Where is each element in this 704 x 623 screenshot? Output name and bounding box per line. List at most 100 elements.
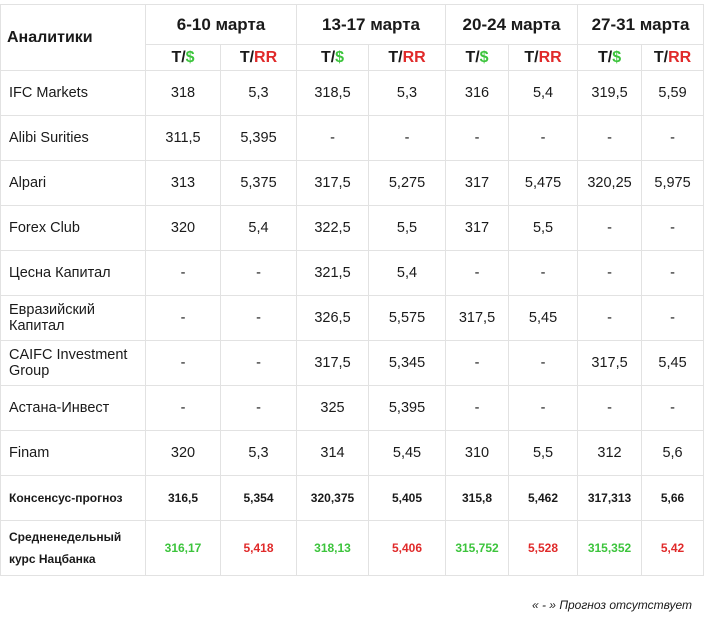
analyst-name: Alpari: [0, 160, 146, 206]
table-row: Alibi Surities 311,5 5,395 - - - - - -: [0, 115, 704, 161]
header-t-label: T/: [239, 48, 255, 66]
cell-value: -: [145, 340, 221, 386]
rr-label: RR: [402, 48, 426, 66]
table-row: Цесна Капитал - - 321,5 5,4 - - - -: [0, 250, 704, 296]
header-t-rr: T/RR: [508, 44, 579, 71]
national-bank-rr: 5,528: [508, 520, 579, 576]
consensus-value: 317,313: [577, 475, 643, 521]
cell-value: 5,3: [220, 70, 297, 116]
cell-value: -: [220, 340, 297, 386]
cell-value: -: [577, 250, 643, 296]
cell-value: -: [145, 250, 221, 296]
cell-value: 317,5: [445, 295, 510, 341]
cell-value: 5,5: [367, 205, 447, 251]
header-t-label: T/: [320, 48, 336, 66]
cell-value: 317,5: [577, 340, 643, 386]
cell-value: -: [641, 295, 704, 341]
header-t-rr: T/RR: [641, 44, 704, 71]
cell-value: 5,395: [220, 115, 297, 161]
cell-value: 316: [445, 70, 510, 116]
cell-value: 321,5: [296, 250, 369, 296]
consensus-value: 5,405: [367, 475, 447, 521]
national-bank-rr: 5,42: [641, 520, 704, 576]
consensus-value: 5,66: [641, 475, 704, 521]
cell-value: 314: [296, 430, 369, 476]
usd-label: $: [185, 48, 195, 66]
analyst-name: Евразийский Капитал: [0, 295, 146, 341]
cell-value: 325: [296, 385, 369, 431]
cell-value: 5,4: [220, 205, 297, 251]
rr-label: RR: [668, 48, 692, 66]
cell-value: 5,345: [367, 340, 447, 386]
header-t-usd: T/$: [296, 44, 369, 71]
table-row: Евразийский Капитал - - 326,5 5,575 317,…: [0, 295, 704, 341]
cell-value: -: [641, 115, 704, 161]
consensus-value: 5,462: [508, 475, 579, 521]
national-bank-rr: 5,406: [367, 520, 447, 576]
analyst-name: Finam: [0, 430, 146, 476]
cell-value: 318: [145, 70, 221, 116]
cell-value: 5,5: [508, 205, 579, 251]
analyst-name: Forex Club: [0, 205, 146, 251]
cell-value: -: [577, 385, 643, 431]
cell-value: 5,575: [367, 295, 447, 341]
cell-value: 317: [445, 205, 510, 251]
consensus-value: 315,8: [445, 475, 510, 521]
national-bank-usd: 315,752: [445, 520, 510, 576]
table-body: IFC Markets 318 5,3 318,5 5,3 316 5,4 31…: [0, 70, 704, 576]
cell-value: 320: [145, 430, 221, 476]
cell-value: 313: [145, 160, 221, 206]
cell-value: 5,6: [641, 430, 704, 476]
consensus-label: Консенсус-прогноз: [0, 475, 146, 521]
cell-value: -: [220, 295, 297, 341]
cell-value: -: [508, 250, 579, 296]
header-t-label: T/: [171, 48, 186, 66]
table-row: Астана-Инвест - - 325 5,395 - - - -: [0, 385, 704, 431]
cell-value: -: [508, 385, 579, 431]
cell-value: -: [641, 205, 704, 251]
cell-value: -: [445, 115, 510, 161]
header-t-usd: T/$: [577, 44, 643, 71]
cell-value: -: [508, 340, 579, 386]
header-week-4: 27-31 марта: [577, 4, 704, 45]
analyst-name: Alibi Surities: [0, 115, 146, 161]
cell-value: 311,5: [145, 115, 221, 161]
cell-value: 320: [145, 205, 221, 251]
forecast-table: Аналитики 6-10 марта 13-17 марта 20-24 м…: [0, 4, 704, 576]
national-bank-usd: 316,17: [145, 520, 221, 576]
consensus-row: Консенсус-прогноз 316,5 5,354 320,375 5,…: [0, 475, 704, 521]
header-row-weeks: Аналитики 6-10 марта 13-17 марта 20-24 м…: [0, 4, 704, 71]
cell-value: -: [220, 385, 297, 431]
header-week-2: 13-17 марта: [295, 4, 447, 45]
table-row: IFC Markets 318 5,3 318,5 5,3 316 5,4 31…: [0, 70, 704, 116]
consensus-value: 320,375: [296, 475, 369, 521]
consensus-value: 5,354: [220, 475, 297, 521]
header-t-label: T/: [653, 48, 669, 66]
usd-label: $: [612, 48, 622, 66]
cell-value: 5,375: [220, 160, 297, 206]
header-t-rr: T/RR: [367, 44, 447, 71]
cell-value: 312: [577, 430, 643, 476]
cell-value: 5,45: [641, 340, 704, 386]
cell-value: 5,3: [220, 430, 297, 476]
header-row-currencies: T/$ T/RR T/$ T/RR T/$ T/RR T/$ T/RR: [1, 44, 704, 71]
cell-value: 317: [445, 160, 510, 206]
cell-value: -: [367, 115, 447, 161]
cell-value: -: [577, 205, 643, 251]
header-t-rr: T/RR: [220, 44, 297, 71]
analyst-name: CAIFC Investment Group: [0, 340, 146, 386]
cell-value: 322,5: [296, 205, 369, 251]
cell-value: 5,4: [367, 250, 447, 296]
cell-value: 317,5: [296, 160, 369, 206]
cell-value: -: [145, 385, 221, 431]
cell-value: 326,5: [296, 295, 369, 341]
consensus-value: 316,5: [145, 475, 221, 521]
analyst-name: Астана-Инвест: [0, 385, 146, 431]
cell-value: -: [641, 385, 704, 431]
cell-value: -: [577, 295, 643, 341]
cell-value: -: [445, 250, 510, 296]
cell-value: -: [508, 115, 579, 161]
header-t-label: T/: [524, 48, 539, 66]
cell-value: 5,5: [508, 430, 579, 476]
